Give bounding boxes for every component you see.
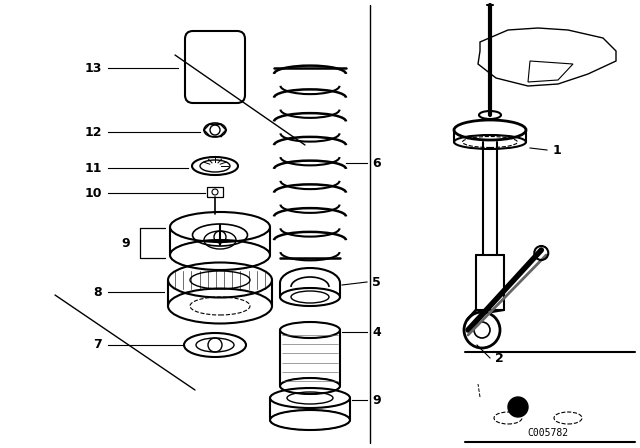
Text: 12: 12	[84, 125, 102, 138]
Text: 7: 7	[93, 339, 102, 352]
Text: C005782: C005782	[527, 428, 568, 438]
Text: 1: 1	[553, 143, 562, 156]
Text: 6: 6	[372, 156, 381, 169]
Text: 4: 4	[372, 326, 381, 339]
Circle shape	[508, 397, 528, 417]
Text: 13: 13	[84, 61, 102, 74]
Text: 5: 5	[372, 276, 381, 289]
Bar	[207, 187, 223, 197]
Text: 10: 10	[84, 186, 102, 199]
Text: 9: 9	[122, 237, 130, 250]
Text: 8: 8	[93, 285, 102, 298]
Text: 11: 11	[84, 161, 102, 175]
Text: 2: 2	[495, 352, 504, 365]
Text: 9: 9	[372, 393, 381, 406]
